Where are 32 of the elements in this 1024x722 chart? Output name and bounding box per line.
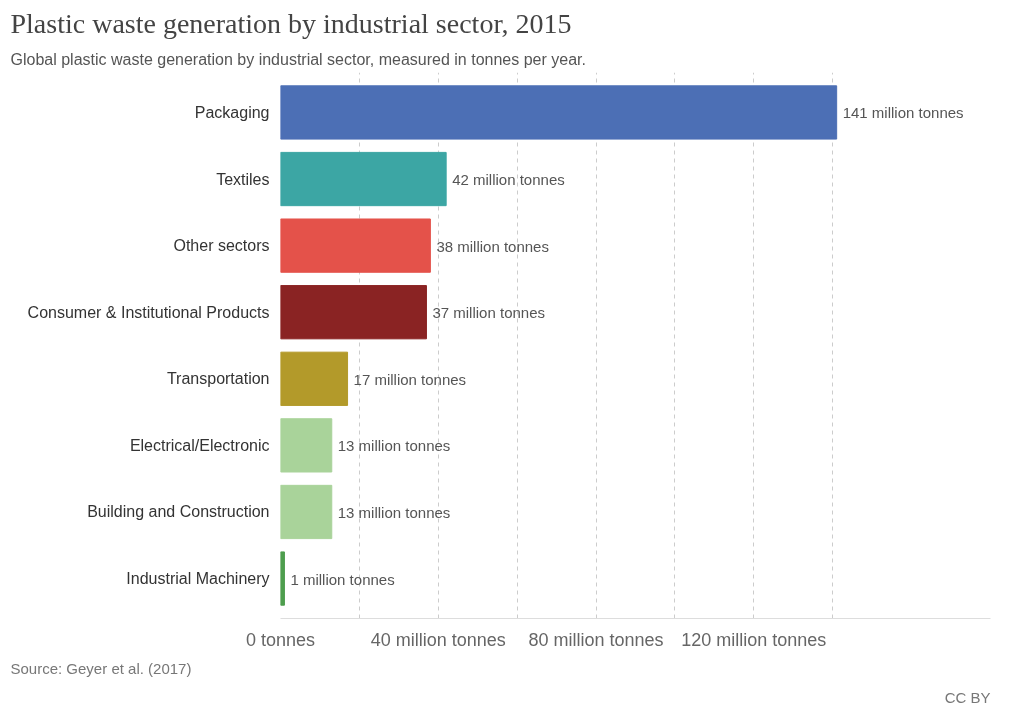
data-label: 1 million tonnes [290,570,395,588]
y-tick-label: Industrial Machinery [126,570,270,588]
y-tick-label: Textiles [216,170,270,188]
source-note: Source: Geyer et al. (2017) [10,659,192,677]
data-label: 141 million tonnes [842,104,964,122]
bar [280,418,333,473]
data-label: 38 million tonnes [436,237,549,255]
chart-title: Plastic waste generation by industrial sector, 2015 [10,7,572,39]
bar [280,218,431,273]
data-label: 17 million tonnes [353,370,467,388]
bar [280,85,838,140]
y-tick-label: Electrical/Electronic [129,436,270,454]
x-tick-label: 120 million tonnes [681,629,827,650]
bar [280,551,285,606]
data-label: 13 million tonnes [337,503,451,521]
x-tick-label: 40 million tonnes [370,629,506,650]
bar [280,484,333,540]
data-label: 13 million tonnes [337,437,451,455]
y-tick-label: Other sectors [173,237,270,255]
y-tick-label: Building and Construction [87,503,270,521]
bar [280,151,447,207]
chart-subtitle: Global plastic waste generation by industrial sector, measured in tonnes per year. [10,50,586,68]
x-tick-label: 0 tonnes [245,629,316,650]
data-label: 42 million tonnes [452,171,565,189]
text: CC BY [944,688,991,706]
bar [280,285,427,340]
data-label: 37 million tonnes [432,304,546,322]
x-tick-label: 80 million tonnes [528,629,664,650]
y-tick-label: Packaging [194,103,270,121]
bar [280,351,349,406]
y-tick-label: Consumer & Institutional Products [27,303,270,321]
y-tick-label: Transportation [166,370,270,388]
